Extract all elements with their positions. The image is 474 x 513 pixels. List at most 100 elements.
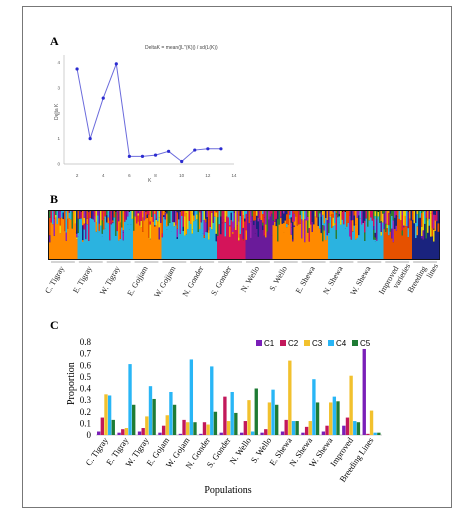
structure-segment — [137, 215, 140, 222]
structure-segment — [347, 211, 350, 215]
structure-segment — [374, 232, 377, 238]
structure-segment — [239, 211, 242, 216]
structure-segment — [388, 212, 390, 226]
structure-segment — [308, 241, 311, 259]
chart-c-bar — [356, 422, 361, 435]
structure-segment — [245, 230, 248, 240]
structure-segment — [169, 222, 171, 259]
structure-segment — [283, 213, 285, 224]
structure-segment — [283, 232, 285, 259]
chart-c-y-tick: 0.1 — [80, 418, 91, 428]
structure-segment — [65, 240, 68, 259]
chart-c-bar — [210, 366, 214, 435]
structure-segment — [196, 214, 198, 220]
structure-segment — [101, 211, 104, 221]
structure-segment — [208, 230, 210, 233]
structure-segment — [290, 217, 293, 223]
chart-c-bar — [137, 431, 142, 435]
structure-segment — [227, 211, 230, 218]
structure-segment — [173, 222, 176, 227]
chart-c-bar — [315, 402, 320, 435]
structure-segment — [335, 229, 338, 239]
structure-segment — [325, 240, 327, 259]
chart-c-bar — [377, 432, 381, 435]
structure-segment — [76, 233, 78, 238]
chart-c-bar — [234, 412, 238, 435]
structure-segment — [326, 211, 329, 220]
structure-segment — [59, 233, 62, 259]
chart-c-bar — [264, 429, 268, 435]
structure-segment — [164, 211, 167, 213]
structure-segment — [322, 241, 324, 259]
structure-segment — [391, 211, 393, 216]
structure-segment — [274, 221, 276, 259]
structure-segment — [74, 232, 77, 259]
chart-a-point — [88, 137, 92, 141]
structure-segment — [110, 211, 113, 224]
structure-segment — [61, 211, 63, 218]
structure-segment — [431, 228, 434, 237]
structure-segment — [167, 211, 170, 226]
structure-segment — [421, 213, 423, 227]
structure-segment — [206, 232, 209, 259]
structure-segment — [76, 237, 78, 240]
structure-segment — [154, 226, 156, 259]
structure-segment — [100, 211, 102, 226]
structure-segment — [334, 211, 336, 224]
structure-segment — [229, 236, 231, 259]
chart-a-xlabel: K — [148, 178, 152, 184]
structure-segment — [76, 239, 78, 259]
structure-segment — [121, 211, 123, 228]
structure-segment — [245, 239, 248, 259]
structure-segment — [49, 242, 51, 259]
structure-segment — [184, 211, 186, 217]
structure-segment — [146, 214, 149, 218]
structure-segment — [215, 211, 218, 213]
structure-segment — [280, 218, 282, 259]
structure-segment — [85, 218, 87, 224]
structure-segment — [434, 230, 437, 259]
chart-c-y-tick: 0.2 — [80, 407, 91, 417]
chart-c-bar — [271, 389, 275, 435]
structure-segment — [112, 223, 114, 259]
structure-segment — [181, 211, 183, 216]
structure-segment — [224, 222, 227, 237]
structure-segment — [398, 211, 401, 219]
structure-segment — [437, 223, 440, 232]
structure-segment — [416, 235, 419, 259]
structure-segment — [86, 224, 89, 259]
structure-segment — [350, 220, 353, 240]
structure-segment — [220, 234, 222, 259]
structure-segment — [197, 232, 200, 259]
structure-segment — [229, 226, 231, 237]
structure-segment — [322, 215, 324, 225]
structure-segment — [149, 221, 152, 225]
structure-segment — [154, 225, 156, 227]
structure-segment — [380, 221, 383, 223]
structure-segment — [164, 212, 167, 220]
structure-segment — [137, 211, 140, 214]
structure-segment — [113, 214, 116, 218]
structure-segment — [242, 211, 245, 216]
structure-segment — [353, 215, 356, 226]
structure-segment — [430, 236, 432, 259]
panel-label-a: A — [50, 34, 59, 48]
structure-segment — [118, 221, 120, 241]
structure-segment — [53, 218, 56, 236]
structure-segment — [193, 221, 195, 259]
structure-segment — [154, 211, 156, 214]
structure-segment — [146, 217, 149, 259]
structure-segment — [316, 211, 318, 218]
chart-c-bar — [202, 422, 207, 435]
structure-segment — [329, 211, 332, 216]
structure-segment — [425, 211, 428, 218]
structure-segment — [340, 224, 342, 259]
structure-segment — [422, 239, 425, 259]
structure-segment — [364, 240, 366, 259]
structure-segment — [368, 220, 371, 259]
chart-c-bar — [186, 422, 190, 435]
structure-segment — [160, 223, 162, 259]
structure-segment — [428, 225, 431, 259]
structure-segment — [389, 211, 392, 214]
